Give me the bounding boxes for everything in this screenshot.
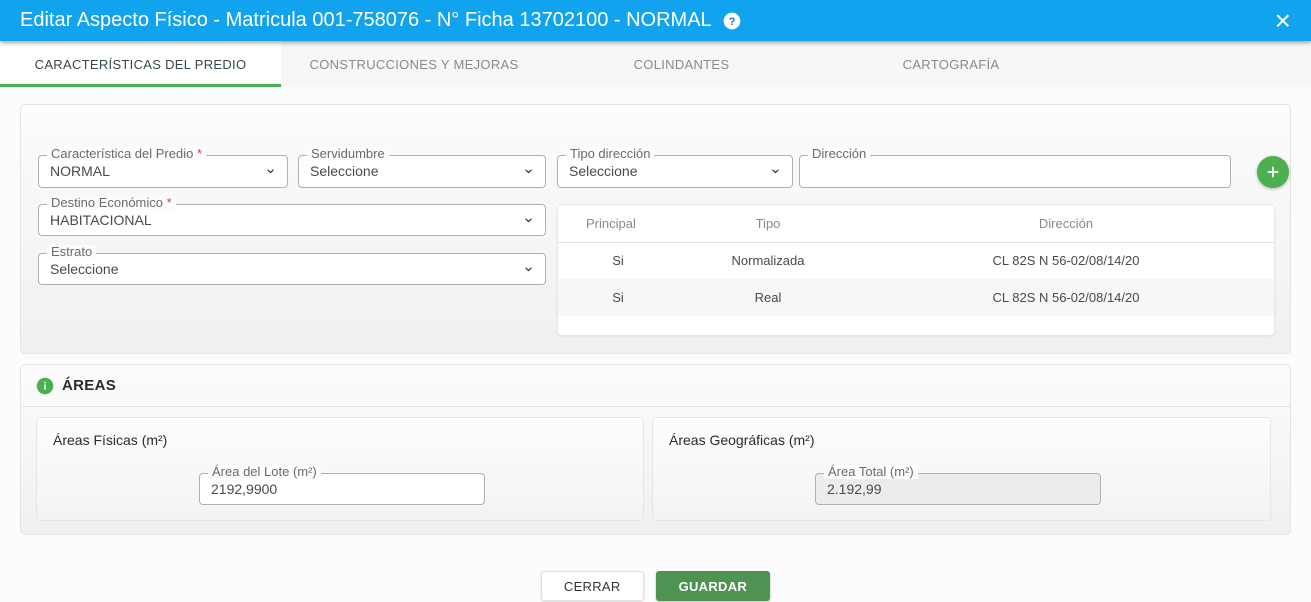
- svg-text:?: ?: [728, 15, 735, 27]
